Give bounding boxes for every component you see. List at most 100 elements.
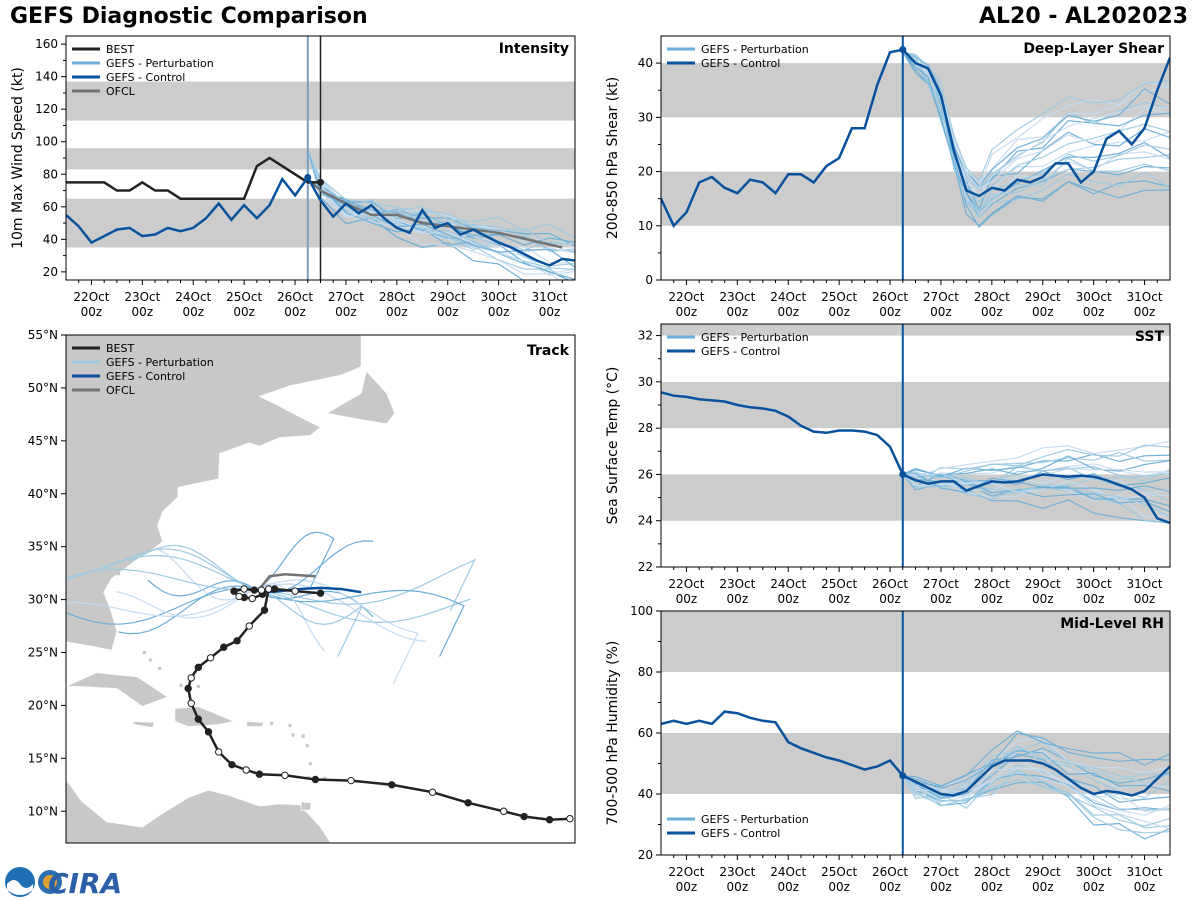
perturbation-track-7 xyxy=(103,548,255,590)
legend-label: GEFS - Control xyxy=(701,57,780,70)
y-tick-label: 30 xyxy=(638,110,653,124)
y-tick-label: 80 xyxy=(638,665,653,679)
control-init-marker xyxy=(304,174,312,182)
y-tick-label: 60 xyxy=(638,726,653,740)
best-track-point xyxy=(250,586,259,594)
x-tick-label: 00z xyxy=(1134,880,1156,894)
perturbation-track-19 xyxy=(66,568,255,591)
perturbation-line-16 xyxy=(902,51,1170,219)
x-tick-label: 00z xyxy=(828,592,850,606)
best-track-point xyxy=(566,814,574,823)
x-tick-label: 22Oct xyxy=(73,290,109,304)
perturbation-line-19 xyxy=(902,769,1170,834)
perturbation-line-13 xyxy=(902,51,1170,212)
perturbation-track-3 xyxy=(66,587,255,625)
best-track-point xyxy=(204,728,213,736)
x-tick-label: 25Oct xyxy=(821,865,857,879)
land-mass-0 xyxy=(66,335,362,651)
x-tick-label: 00z xyxy=(1083,880,1105,894)
x-tick-label: 00z xyxy=(1083,592,1105,606)
panel-rh: 2040608010022Oct00z23Oct00z24Oct00z25Oct… xyxy=(605,604,1171,894)
perturbation-line-10 xyxy=(902,741,1170,798)
x-tick-label: 00z xyxy=(777,592,799,606)
y-axis-label: 200-850 hPa Shear (kt) xyxy=(605,77,621,239)
control-line xyxy=(661,391,1170,525)
perturbation-line-16 xyxy=(902,473,1170,518)
best-track-point xyxy=(545,816,554,824)
x-tick-label: 00z xyxy=(930,305,952,319)
best-track-point xyxy=(257,586,266,594)
perturbation-line-17 xyxy=(902,756,1170,812)
legend-label: OFCL xyxy=(106,85,136,98)
x-tick-label: 22Oct xyxy=(668,865,704,879)
best-track-point xyxy=(311,775,320,784)
x-tick-label: 00z xyxy=(1083,305,1105,319)
panel-sst: 22242628303222Oct00z23Oct00z24Oct00z25Oc… xyxy=(605,323,1171,606)
plot-area xyxy=(66,36,575,280)
storm-id: AL20 - AL202023 xyxy=(979,4,1188,29)
noaa-wave xyxy=(7,880,33,895)
best-track-point xyxy=(248,594,256,603)
best-track-point xyxy=(194,663,203,672)
best-track-point xyxy=(184,684,192,693)
x-tick-label: 23Oct xyxy=(124,290,160,304)
best-track-point xyxy=(228,760,236,769)
island-11 xyxy=(179,683,183,688)
y-tick-label: 20 xyxy=(638,848,653,862)
y-tick-label: 40 xyxy=(638,56,653,70)
plot-frame xyxy=(660,323,1171,568)
shaded-band-2 xyxy=(661,324,1170,336)
x-tick-label: 23Oct xyxy=(719,865,755,879)
perturbation-line-9 xyxy=(307,149,575,247)
x-tick-label: 00z xyxy=(1032,880,1054,894)
legend-label: BEST xyxy=(106,43,134,56)
x-tick-label: 28Oct xyxy=(974,577,1010,591)
x-tick-label: 00z xyxy=(828,305,850,319)
y-tick-label: 32 xyxy=(638,329,653,343)
lat-tick-label: 20°N xyxy=(28,698,58,712)
panel-title: Deep-Layer Shear xyxy=(1023,41,1164,57)
y-tick-label: 0 xyxy=(645,273,653,287)
y-axis-label: Sea Surface Temp (°C) xyxy=(605,367,621,525)
legend-label: OFCL xyxy=(106,384,136,397)
land-mass-1 xyxy=(325,370,396,425)
perturbation-line-10 xyxy=(902,51,1170,190)
x-tick-label: 00z xyxy=(182,305,204,319)
x-tick-label: 00z xyxy=(981,305,1003,319)
best-track-point xyxy=(270,585,279,593)
y-tick-label: 24 xyxy=(638,514,653,528)
perturbation-line-11 xyxy=(902,440,1170,477)
y-axis-label: 10m Max Wind Speed (kt) xyxy=(10,67,26,249)
panel-title: Mid-Level RH xyxy=(1060,616,1164,632)
x-tick-label: 30Oct xyxy=(1076,865,1112,879)
legend-label: GEFS - Control xyxy=(701,345,780,358)
legend-label: BEST xyxy=(106,342,134,355)
land-mass-3 xyxy=(174,706,236,728)
plot-area xyxy=(661,324,1170,567)
best-track-point xyxy=(220,643,228,651)
x-tick-label: 00z xyxy=(879,592,901,606)
control-line xyxy=(661,48,1170,228)
x-tick-label: 23Oct xyxy=(719,290,755,304)
x-tick-label: 00z xyxy=(981,880,1003,894)
x-tick-label: 00z xyxy=(676,592,698,606)
shaded-band-0 xyxy=(661,171,1170,226)
perturbation-line-19 xyxy=(902,444,1170,479)
legend-label: GEFS - Control xyxy=(106,370,185,383)
legend-label: GEFS - Perturbation xyxy=(701,331,809,344)
x-tick-label: 29Oct xyxy=(1025,290,1061,304)
island-3 xyxy=(301,734,305,738)
legend-label: GEFS - Control xyxy=(701,827,780,840)
x-tick-label: 22Oct xyxy=(668,577,704,591)
cira-logo: CIRA xyxy=(5,867,122,900)
best-track-point xyxy=(230,587,238,595)
x-tick-label: 00z xyxy=(539,305,561,319)
perturbation-track-13 xyxy=(130,544,255,590)
best-track-point xyxy=(260,606,269,614)
best-track-point xyxy=(187,699,195,707)
land-mass-4 xyxy=(245,720,264,727)
panel-intensity: 2040608010012014016022Oct00z23Oct00z24Oc… xyxy=(10,35,576,319)
lat-tick-label: 45°N xyxy=(28,434,58,448)
best-track-point xyxy=(240,585,248,593)
